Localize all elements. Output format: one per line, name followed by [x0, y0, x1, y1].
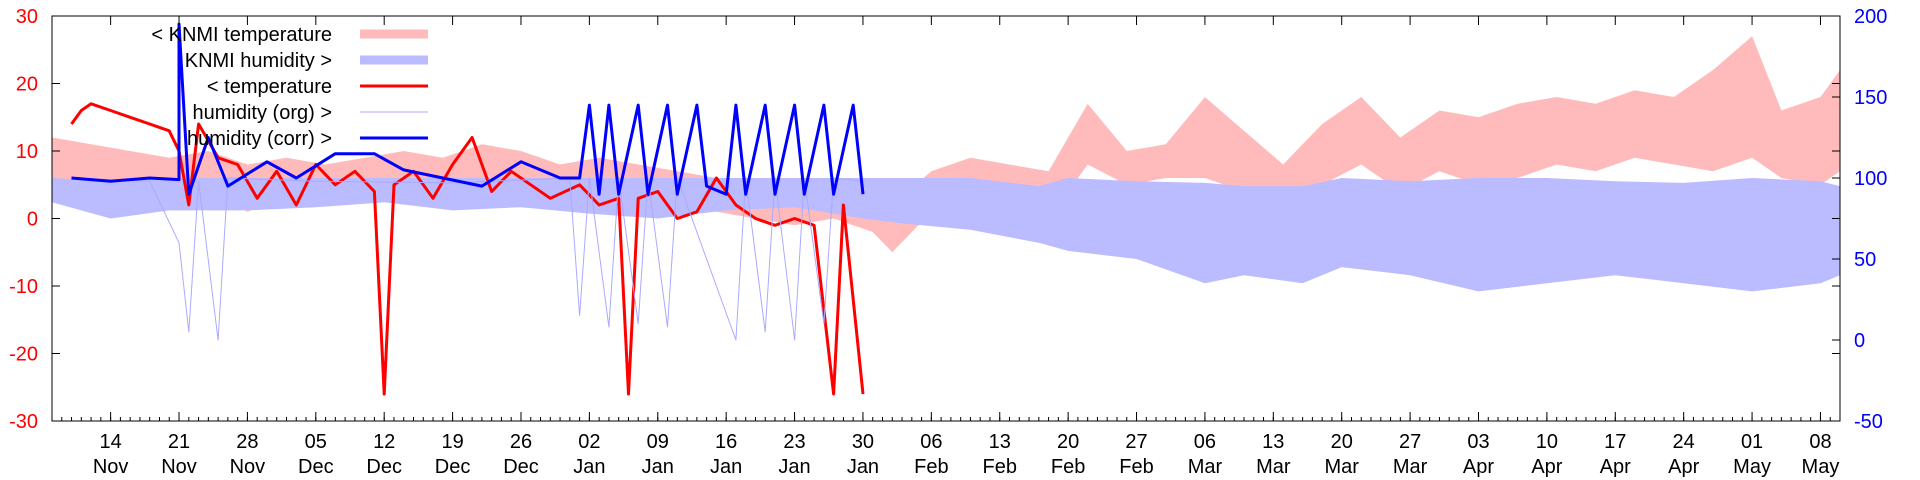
y-left-tick-label: 0 [27, 209, 38, 231]
x-tick-label-month: Nov [230, 456, 266, 478]
y-left-tick-label: 10 [16, 141, 38, 163]
x-tick-label-month: Jan [847, 456, 879, 478]
x-tick-label-month: Jan [642, 456, 674, 478]
x-tick-label-month: Jan [573, 456, 605, 478]
x-tick-label-month: Nov [161, 456, 197, 478]
y-left-tick-label: -20 [9, 344, 38, 366]
legend: < KNMI temperature KNMI humidity > < tempe… [151, 24, 428, 150]
x-tick-label-day: 21 [168, 431, 190, 453]
x-tick-label-day: 19 [441, 431, 463, 453]
x-tick-label-month: Dec [298, 456, 334, 478]
x-tick-label-month: Nov [93, 456, 129, 478]
x-tick-label-day: 20 [1057, 431, 1079, 453]
x-tick-label-month: Mar [1393, 456, 1428, 478]
legend-label: humidity (corr) > [187, 128, 332, 150]
x-tick-label-day: 06 [920, 431, 942, 453]
y-right-tick-label: -50 [1854, 411, 1883, 433]
x-tick-label-month: Feb [983, 456, 1017, 478]
ticks-layer: 3020100-10-20-30200150100500-5014Nov21No… [9, 6, 1887, 478]
x-tick-label-month: Dec [503, 456, 539, 478]
x-tick-label-month: Mar [1324, 456, 1359, 478]
series-band-0 [52, 36, 1840, 253]
x-tick-label-day: 30 [852, 431, 874, 453]
x-tick-label-month: May [1733, 456, 1771, 478]
y-left-tick-label: 20 [16, 74, 38, 96]
x-tick-label-day: 01 [1741, 431, 1763, 453]
y-right-tick-label: 200 [1854, 6, 1887, 28]
x-tick-label-day: 13 [989, 431, 1011, 453]
x-tick-label-day: 03 [1467, 431, 1489, 453]
x-tick-label-month: Dec [435, 456, 471, 478]
x-tick-label-month: Mar [1256, 456, 1291, 478]
x-tick-label-day: 28 [236, 431, 258, 453]
x-tick-label-month: Apr [1531, 456, 1562, 478]
x-tick-label-day: 23 [783, 431, 805, 453]
x-tick-label-month: Feb [1119, 456, 1153, 478]
x-tick-label-month: Apr [1600, 456, 1631, 478]
x-tick-label-month: Dec [366, 456, 402, 478]
x-tick-label-day: 20 [1331, 431, 1353, 453]
x-tick-label-month: Jan [710, 456, 742, 478]
series-line-4 [71, 22, 865, 196]
x-tick-label-month: Feb [1051, 456, 1085, 478]
x-tick-label-day: 26 [510, 431, 532, 453]
x-tick-label-day: 27 [1125, 431, 1147, 453]
x-tick-label-month: May [1802, 456, 1840, 478]
x-tick-label-day: 17 [1604, 431, 1626, 453]
y-left-tick-label: 30 [16, 6, 38, 28]
x-tick-label-day: 05 [305, 431, 327, 453]
x-tick-label-day: 24 [1673, 431, 1695, 453]
y-right-tick-label: 150 [1854, 87, 1887, 109]
x-tick-label-day: 14 [99, 431, 121, 453]
y-right-tick-label: 0 [1854, 330, 1865, 352]
series-line-3 [71, 177, 864, 341]
x-tick-label-month: Mar [1188, 456, 1223, 478]
x-tick-label-month: Apr [1463, 456, 1494, 478]
series-band-1 [52, 178, 1840, 292]
x-tick-label-day: 16 [715, 431, 737, 453]
x-tick-label-month: Feb [914, 456, 948, 478]
legend-label: < temperature [207, 76, 332, 98]
x-tick-label-day: 12 [373, 431, 395, 453]
x-tick-label-month: Jan [778, 456, 810, 478]
x-tick-label-day: 08 [1809, 431, 1831, 453]
legend-label: humidity (org) > [193, 102, 333, 124]
x-tick-label-day: 27 [1399, 431, 1421, 453]
y-right-tick-label: 100 [1854, 168, 1887, 190]
x-tick-label-day: 02 [578, 431, 600, 453]
x-tick-label-day: 10 [1536, 431, 1558, 453]
legend-label: KNMI humidity > [185, 50, 332, 72]
y-left-tick-label: -10 [9, 276, 38, 298]
x-tick-label-day: 06 [1194, 431, 1216, 453]
x-tick-label-day: 13 [1262, 431, 1284, 453]
lines-layer [70, 22, 865, 396]
y-left-tick-label: -30 [9, 411, 38, 433]
y-right-tick-label: 50 [1854, 249, 1876, 271]
bands-layer [52, 36, 1840, 292]
x-tick-label-month: Apr [1668, 456, 1699, 478]
x-tick-label-day: 09 [647, 431, 669, 453]
legend-label: < KNMI temperature [151, 24, 332, 46]
